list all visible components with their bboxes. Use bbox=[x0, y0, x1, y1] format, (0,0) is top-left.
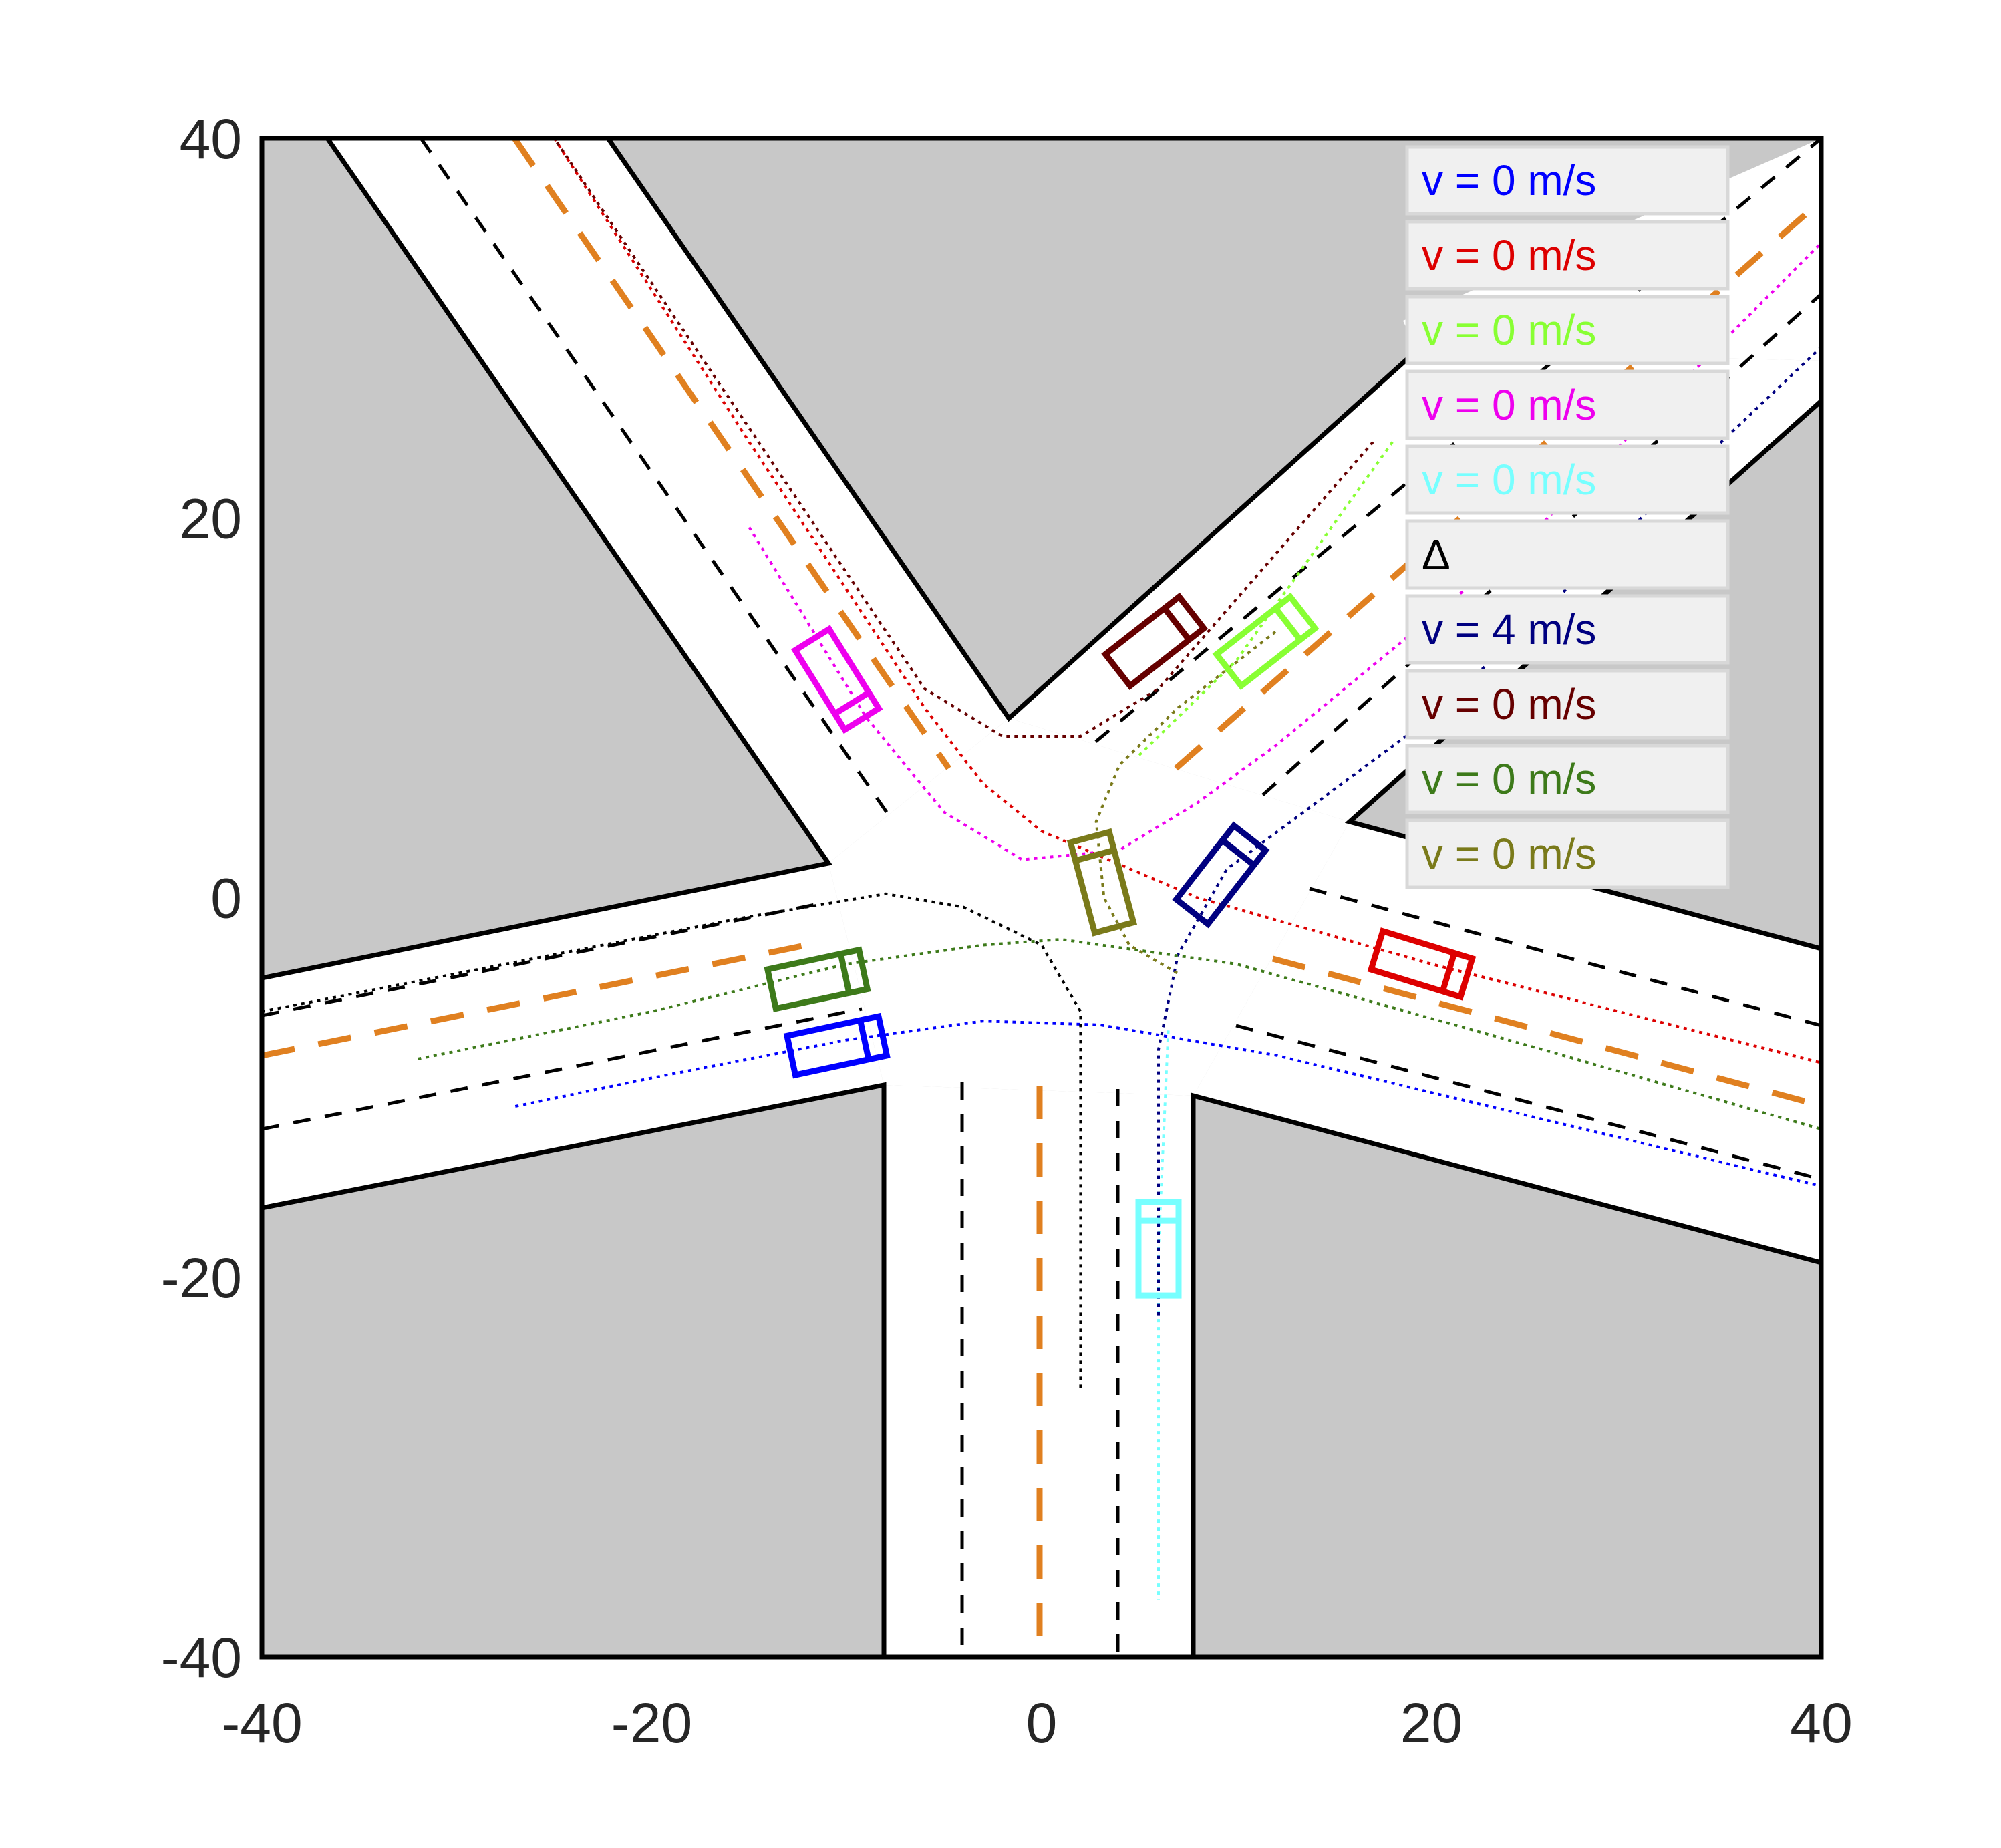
vehicle-body bbox=[1135, 1199, 1182, 1299]
vehicle-front-marker bbox=[1439, 952, 1458, 993]
northwest-road bbox=[327, 138, 1009, 863]
legend-box bbox=[1405, 444, 1730, 515]
vehicle-front-marker bbox=[1074, 847, 1115, 864]
vehicle-7 bbox=[1101, 592, 1209, 690]
y-tick-label: 40 bbox=[180, 108, 242, 170]
east-road bbox=[1193, 822, 1821, 1263]
legend-box bbox=[1405, 145, 1730, 216]
trajectory-path-2 bbox=[553, 138, 1821, 1064]
legend-entry: v = 0 m/s bbox=[1405, 145, 1730, 216]
center-line-e bbox=[1271, 955, 1821, 1109]
west-road bbox=[262, 863, 884, 1208]
vehicle-2 bbox=[1367, 927, 1477, 1001]
legend-entry: v = 0 m/s bbox=[1405, 744, 1730, 814]
lane-divider-w-2 bbox=[262, 1007, 863, 1131]
legend-box bbox=[1405, 369, 1730, 440]
legend-entry: v = 0 m/s bbox=[1405, 295, 1730, 365]
x-tick-label: -40 bbox=[221, 1692, 302, 1754]
legend-entry: v = 0 m/s bbox=[1405, 444, 1730, 515]
legend-label: v = 0 m/s bbox=[1422, 381, 1596, 429]
trajectory-path-10 bbox=[1094, 631, 1277, 975]
center-line-nw bbox=[512, 138, 951, 770]
vehicle-front-marker bbox=[857, 1020, 872, 1060]
legend-entry: v = 0 m/s bbox=[1405, 669, 1730, 740]
legend-box bbox=[1405, 220, 1730, 291]
x-tick-label: 20 bbox=[1400, 1692, 1463, 1754]
vehicle-front-marker bbox=[837, 953, 853, 994]
lane-divider-w-1 bbox=[262, 900, 829, 1018]
vehicle-front-marker bbox=[1273, 606, 1303, 642]
center-line-w bbox=[262, 939, 822, 1059]
legend-label: v = 0 m/s bbox=[1422, 456, 1596, 504]
edge-north-inner bbox=[606, 138, 1418, 722]
x-tick-label: 0 bbox=[1026, 1692, 1058, 1754]
vehicle-5 bbox=[1135, 1199, 1182, 1299]
legend-label: v = 0 m/s bbox=[1422, 755, 1596, 803]
legend-label: v = 0 m/s bbox=[1422, 306, 1596, 354]
x-axis-ticks: -40 -20 0 20 40 bbox=[221, 1692, 1852, 1754]
legend-entry: v = 4 m/s bbox=[1405, 594, 1730, 665]
x-tick-label: -20 bbox=[611, 1692, 692, 1754]
legend-label: v = 0 m/s bbox=[1422, 231, 1596, 279]
vehicle-8 bbox=[764, 946, 871, 1012]
legend-box bbox=[1405, 744, 1730, 814]
edge-south-east bbox=[1191, 1092, 1821, 1657]
vehicle-body bbox=[1212, 592, 1320, 690]
trajectory-path-7 bbox=[1157, 346, 1821, 1316]
legend-box bbox=[1405, 594, 1730, 665]
y-tick-label: -20 bbox=[161, 1247, 242, 1310]
legend-box bbox=[1405, 519, 1730, 590]
vehicle-body bbox=[764, 946, 871, 1012]
trajectory-path-3 bbox=[1138, 441, 1394, 756]
legend-label: v = 4 m/s bbox=[1422, 605, 1596, 653]
lane-divider-e-2 bbox=[1235, 1024, 1821, 1181]
vehicle-4 bbox=[790, 625, 883, 734]
y-tick-label: 20 bbox=[180, 487, 242, 550]
lane-divider-nw bbox=[419, 138, 891, 816]
y-axis-ticks: -40 -20 0 20 40 bbox=[161, 108, 242, 1689]
y-tick-label: -40 bbox=[161, 1626, 242, 1689]
vehicle-body bbox=[783, 1012, 891, 1079]
vehicle-front-marker bbox=[1162, 606, 1192, 642]
legend-label: v = 0 m/s bbox=[1422, 830, 1596, 878]
plot-frame bbox=[259, 136, 1824, 1660]
legend-entry: v = 0 m/s bbox=[1405, 369, 1730, 440]
trajectory-path-9 bbox=[418, 937, 1821, 1131]
legend-label: Δ bbox=[1422, 530, 1450, 579]
vehicle-body bbox=[1101, 592, 1209, 690]
trajectory-path-1 bbox=[514, 1020, 1821, 1188]
lane-divider-e-1 bbox=[1309, 887, 1821, 1028]
vehicles bbox=[764, 592, 1477, 1299]
y-tick-label: 0 bbox=[210, 867, 242, 930]
legend-box bbox=[1405, 669, 1730, 740]
trajectory-paths bbox=[262, 138, 1821, 1600]
vehicle-1 bbox=[783, 1012, 891, 1079]
vehicle-6 bbox=[1172, 821, 1270, 929]
vehicle-body bbox=[1066, 828, 1138, 937]
legend: v = 0 m/s v = 0 m/s v = 0 m/s v = 0 m/s v = … bbox=[1405, 145, 1730, 889]
vehicle-front-marker bbox=[833, 689, 871, 717]
vehicle-front-marker bbox=[1220, 838, 1256, 868]
x-tick-label: 40 bbox=[1790, 1692, 1852, 1754]
vehicle-body bbox=[790, 625, 883, 734]
edge-west-top bbox=[262, 138, 832, 981]
legend-entry: Δ bbox=[1405, 519, 1730, 590]
trajectory-path-6 bbox=[262, 892, 1082, 1392]
legend-entry: v = 0 m/s bbox=[1405, 818, 1730, 889]
vehicle-body bbox=[1172, 821, 1270, 929]
vehicle-3 bbox=[1212, 592, 1320, 690]
legend-box bbox=[1405, 295, 1730, 365]
trajectory-path-8 bbox=[553, 138, 1374, 738]
legend-box bbox=[1405, 818, 1730, 889]
vehicle-body bbox=[1367, 927, 1477, 1001]
legend-label: v = 0 m/s bbox=[1422, 680, 1596, 728]
edge-west-bottom bbox=[262, 1082, 887, 1657]
legend-label: v = 0 m/s bbox=[1422, 156, 1596, 204]
legend-entry: v = 0 m/s bbox=[1405, 220, 1730, 291]
vehicle-9 bbox=[1066, 828, 1138, 937]
